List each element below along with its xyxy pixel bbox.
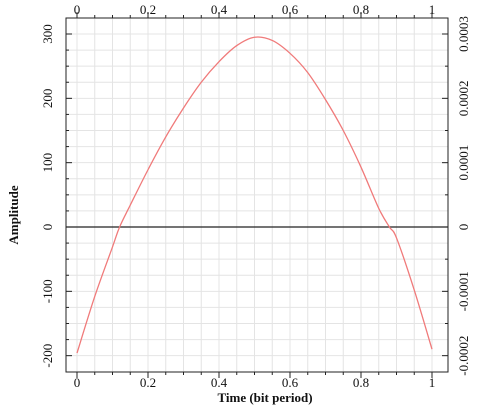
- x-tick-label-bottom: 0.4: [211, 375, 228, 390]
- y-tick-label-left: 200: [40, 89, 55, 109]
- y2-tick-label-right: -0.0001: [456, 271, 471, 311]
- x-axis-title: Time (bit period): [217, 390, 312, 405]
- y-tick-label-left: -100: [40, 279, 55, 303]
- y2-tick-label-right: -0.0002: [456, 336, 471, 376]
- y2-tick-label-right: 0.0003: [456, 16, 471, 52]
- y-tick-label-left: -200: [40, 344, 55, 368]
- x-tick-label-top: 0.8: [353, 2, 369, 17]
- y-tick-label-left: 300: [40, 24, 55, 44]
- grid: [66, 18, 448, 372]
- y2-tick-label-right: 0.0001: [456, 145, 471, 181]
- x-tick-label-top: 0.6: [282, 2, 299, 17]
- x-tick-label-top: 0: [74, 2, 81, 17]
- x-tick-label-bottom: 0.2: [140, 375, 156, 390]
- series-line: [76, 36, 433, 354]
- tick-labels: 0 0 0.2 0.2 0.4 0.4 0.6 0.6 0.8 0.8 1 1 300 200 100 0 -1…: [40, 2, 471, 390]
- y2-tick-label-right: 0: [456, 224, 471, 231]
- x-tick-label-top: 1: [429, 2, 436, 17]
- x-tick-label-bottom: 0.6: [282, 375, 299, 390]
- x-tick-label-top: 0.2: [140, 2, 156, 17]
- x-tick-label-bottom: 1: [429, 375, 436, 390]
- axis-ticks: [66, 12, 448, 378]
- y-tick-label-left: 0: [40, 224, 55, 231]
- y-axis-title: Amplitude: [6, 185, 21, 244]
- x-tick-label-top: 0.4: [211, 2, 228, 17]
- y-tick-label-left: 100: [40, 153, 55, 173]
- y2-tick-label-right: 0.0002: [456, 80, 471, 116]
- x-tick-label-bottom: 0: [74, 375, 81, 390]
- x-tick-label-bottom: 0.8: [353, 375, 369, 390]
